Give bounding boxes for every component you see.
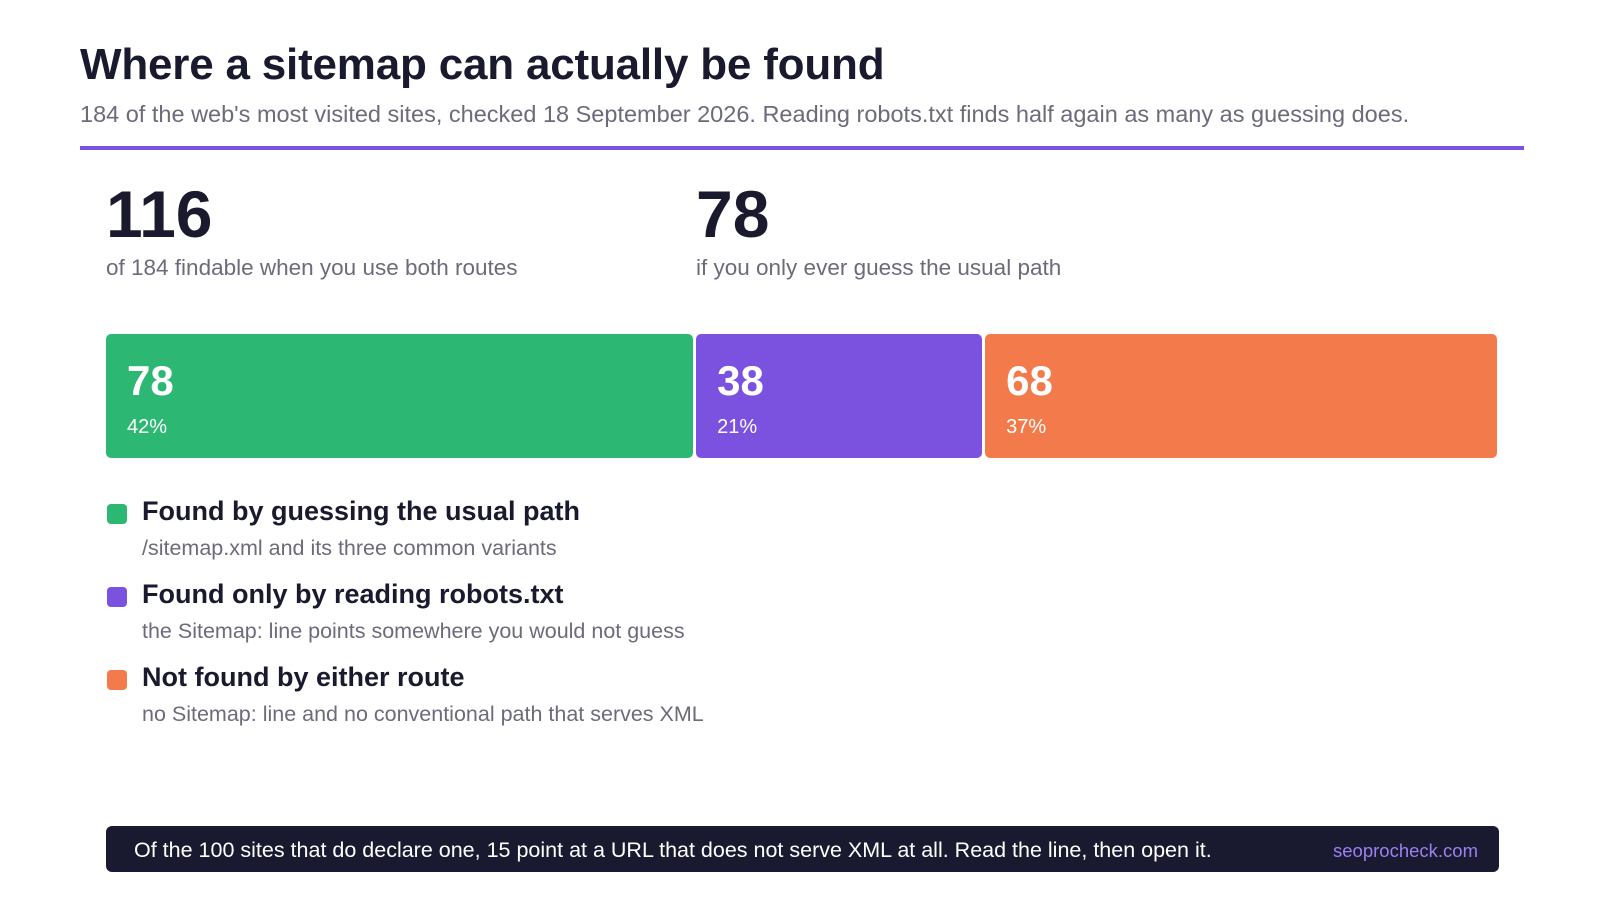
legend-label: Not found by either route — [142, 662, 465, 692]
bar-segment: 68 37% — [985, 334, 1497, 458]
stat-value: 116 — [106, 177, 213, 251]
segment-value-label: 78 — [127, 357, 174, 404]
bar-segment: 38 21% — [696, 334, 983, 458]
footer-banner: Of the 100 sites that do declare one, 15… — [106, 826, 1499, 872]
legend-description: the Sitemap: line points somewhere you w… — [142, 619, 685, 643]
legend-label: Found by guessing the usual path — [142, 496, 581, 526]
segment-percent-label: 37% — [1006, 416, 1047, 438]
footer-note: Of the 100 sites that do declare one, 15… — [134, 838, 1212, 862]
stat-caption: if you only ever guess the usual path — [696, 254, 1062, 280]
stacked-bar-chart: 78 42% 38 21% 68 37% — [106, 334, 1497, 458]
stat-guess-only: 78 if you only ever guess the usual path — [696, 178, 1061, 281]
segment-percent-label: 21% — [717, 416, 758, 438]
bar-segment: 78 42% — [106, 334, 694, 458]
legend-label: Found only by reading robots.txt — [142, 579, 564, 609]
footer-site-link[interactable]: seoprocheck.com — [1333, 840, 1478, 861]
legend-description: /sitemap.xml and its three common varian… — [142, 536, 557, 560]
stat-both-routes: 116 of 184 findable when you use both ro… — [106, 178, 518, 281]
legend-swatch — [107, 587, 127, 607]
segment-percent-label: 42% — [127, 416, 168, 438]
legend-description: no Sitemap: line and no conventional pat… — [142, 702, 704, 726]
segment-value-label: 38 — [717, 357, 764, 404]
stat-value: 78 — [696, 177, 770, 251]
segment-value-label: 68 — [1006, 357, 1053, 404]
stat-caption: of 184 findable when you use both routes — [106, 254, 518, 280]
legend-swatch — [107, 504, 127, 524]
title-divider — [80, 146, 1524, 150]
legend-swatch — [107, 670, 127, 690]
page-subtitle: 184 of the web's most visited sites, che… — [80, 101, 1410, 127]
page-title: Where a sitemap can actually be found — [80, 40, 885, 89]
